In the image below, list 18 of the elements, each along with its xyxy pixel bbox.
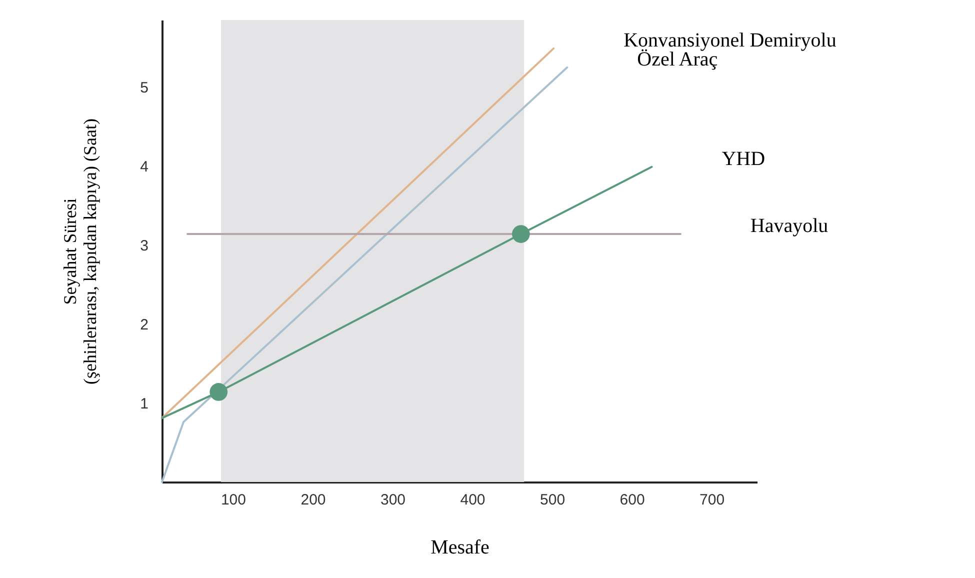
y-tick-label: 4 bbox=[140, 158, 148, 176]
y-axis-title: Seyahat Süresi (şehirlerarası, kapıdan kapıya) (Saat) bbox=[60, 118, 100, 384]
line-series bbox=[161, 166, 653, 420]
y-tick-label: 5 bbox=[140, 80, 148, 97]
text: Konvansiyonel Demiryolu bbox=[624, 29, 836, 52]
x-tick-label: 600 bbox=[620, 492, 645, 508]
x-tick-label: 100 bbox=[220, 492, 246, 508]
x-tick-label: 500 bbox=[540, 492, 566, 508]
x-tick-label: 200 bbox=[300, 492, 326, 508]
x-tick-label: 400 bbox=[460, 492, 486, 508]
x-tick-label: 300 bbox=[380, 492, 406, 508]
x-tick-label: 700 bbox=[700, 492, 725, 508]
x-axis-title: Mesafe bbox=[430, 536, 490, 558]
text: Havayolu bbox=[750, 215, 828, 238]
y-tick-label: 1 bbox=[140, 396, 148, 413]
text: YHD bbox=[722, 148, 766, 170]
y-tick-label: 3 bbox=[140, 238, 148, 255]
y-tick-label: 2 bbox=[140, 316, 148, 334]
